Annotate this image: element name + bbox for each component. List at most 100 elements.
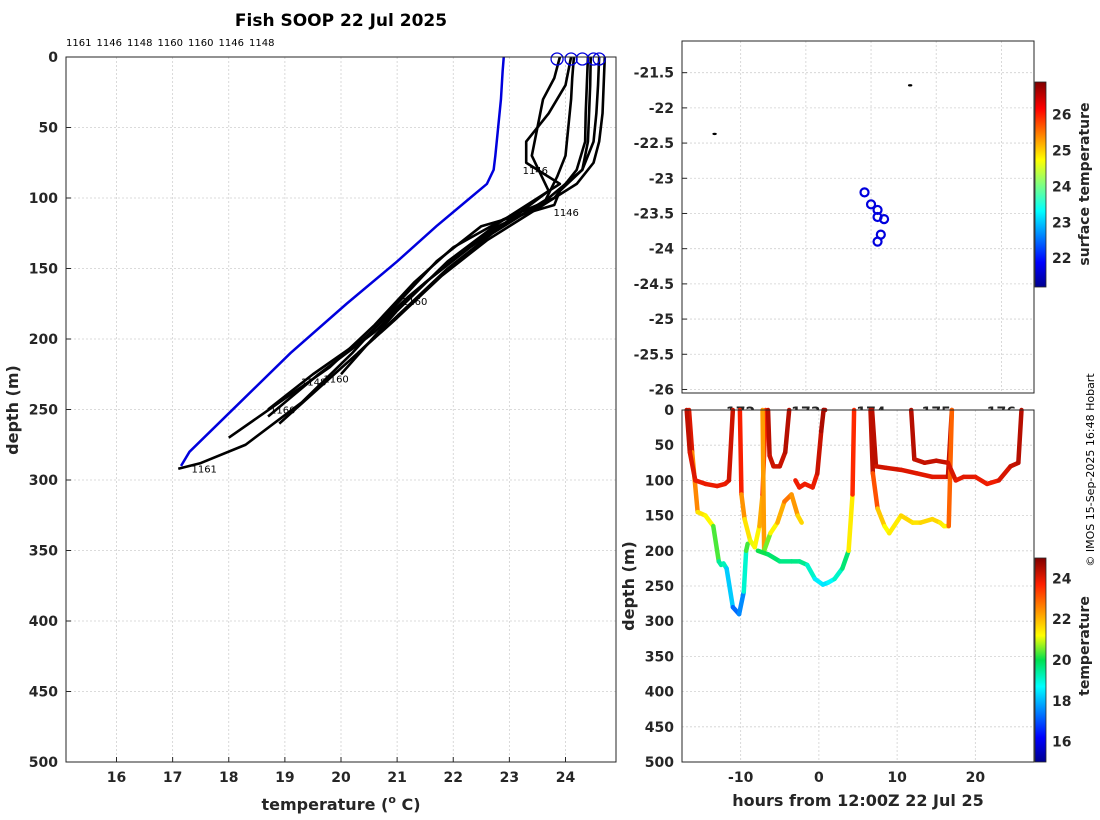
drop-track-segment <box>870 471 880 511</box>
drop-track-segment <box>743 541 750 554</box>
map-lat-tick-label: -23.5 <box>634 206 674 222</box>
drop-track-segment <box>850 407 857 497</box>
drop-track-segment <box>869 407 879 469</box>
time-y-tick-label: 350 <box>645 649 674 665</box>
drop-track-segment <box>761 530 773 554</box>
drop-track-segment <box>815 428 824 476</box>
top-profile-label: 1148 <box>127 38 152 49</box>
surface-marker <box>592 52 606 66</box>
profile-y-tick-label: 200 <box>29 332 58 348</box>
drop-location <box>865 199 877 210</box>
profile-x-tick-label: 21 <box>387 770 406 786</box>
map-lat-tick-label: -25 <box>649 312 674 328</box>
profile-x-tick-label: 18 <box>219 770 238 786</box>
profile-inline-label: 1161 <box>191 465 216 476</box>
profile-y-tick-label: 450 <box>29 685 58 701</box>
surface-colorbar-tick: 23 <box>1052 215 1071 231</box>
time-y-tick-label: 250 <box>645 579 674 595</box>
surface-temperature-colorbar <box>1034 81 1047 288</box>
profile-y-tick-label: 400 <box>29 614 58 630</box>
island-dot <box>712 132 717 136</box>
drop-track-segment <box>846 492 855 554</box>
time-y-tick-label: 400 <box>645 685 674 701</box>
credit-text: © IMOS 15-Sep-2025 16:48 Hobart <box>1084 373 1097 567</box>
profile-x-tick-label: 16 <box>107 770 126 786</box>
profile-line-1160 <box>356 56 593 355</box>
time-y-tick-label: 450 <box>645 720 674 736</box>
map-lat-tick-label: -22.5 <box>634 136 674 152</box>
map-lat-tick-label: -21.5 <box>634 66 674 82</box>
drop-track-segment <box>789 492 801 518</box>
drop-track-segment <box>724 566 736 610</box>
chart-title: Fish SOOP 22 Jul 2025 <box>235 11 447 31</box>
drop-track-segment <box>883 465 904 473</box>
drop-track-6 <box>755 407 857 587</box>
drop-track-segment <box>887 513 904 536</box>
profile-inline-label: 1146 <box>523 166 548 177</box>
drop-track-segment <box>765 407 772 459</box>
profile-x-axis-label: temperature (o C) <box>261 793 420 814</box>
surface-temperature-colorbar-label: surface temperature <box>1077 102 1093 265</box>
drop-track-segment <box>1016 407 1024 466</box>
drop-track-segment <box>741 548 749 594</box>
profile-x-tick-label: 24 <box>556 770 576 786</box>
profile-y-tick-label: 50 <box>39 121 59 137</box>
profile-x-tick-label: 20 <box>331 770 351 786</box>
drop-location <box>859 187 870 198</box>
drop-track-segment <box>684 407 693 455</box>
profile-x-tick-label: 17 <box>163 770 182 786</box>
time-y-tick-label: 150 <box>645 509 674 525</box>
drop-track-segment <box>908 407 917 462</box>
drop-track-3 <box>760 407 804 554</box>
top-profile-label: 1161 <box>66 38 91 49</box>
drop-track-segment <box>810 471 820 490</box>
drop-track-1 <box>684 407 736 489</box>
map-lat-tick-label: -26 <box>649 382 674 398</box>
profile-y-tick-label: 250 <box>29 403 58 419</box>
map-lat-tick-label: -24 <box>649 242 675 258</box>
profile-inline-label: 1160 <box>402 297 427 308</box>
drop-track-segment <box>775 499 787 525</box>
surface-marker <box>564 52 578 66</box>
drop-track-segment <box>742 516 753 543</box>
drop-track-segment <box>898 513 916 525</box>
map-panel: -21.5 -22 -22.5 -23 -23.5 -24 -24.5 -25 -25.5 -26… <box>634 40 1093 421</box>
time-y-tick-label: 500 <box>645 755 674 771</box>
profile-y-tick-label: 500 <box>29 755 58 771</box>
time-x-tick-label: 20 <box>966 770 986 786</box>
time-depth-axes-box <box>681 409 1035 763</box>
drop-track-segment <box>687 449 698 483</box>
temperature-colorbar-tick: 20 <box>1052 653 1072 669</box>
drop-track-segment <box>973 474 990 487</box>
profile-y-tick-label: 100 <box>29 191 58 207</box>
time-y-tick-label: 200 <box>645 544 674 560</box>
drop-track-segment <box>760 407 767 554</box>
drop-track-segment <box>726 407 736 483</box>
profile-line-1161 <box>177 56 601 470</box>
time-depth-x-axis-label: hours from 12:00Z 22 Jul 25 <box>732 791 983 810</box>
drop-track-segment <box>795 513 804 525</box>
time-y-tick-label: 100 <box>645 473 674 489</box>
drop-track-segment <box>711 523 722 564</box>
time-y-tick-label: 50 <box>655 438 675 454</box>
temperature-colorbar-label: temperature <box>1077 596 1093 696</box>
time-x-tick-label: 0 <box>814 770 824 786</box>
temperature-colorbar-tick: 18 <box>1052 694 1071 710</box>
profile-inline-label: 1160 <box>270 406 295 417</box>
temperature-colorbar-tick: 24 <box>1052 571 1072 587</box>
drop-track-segment <box>777 449 788 469</box>
map-lat-tick-label: -23 <box>649 171 674 187</box>
surface-marker <box>575 52 589 66</box>
drop-track-segment <box>686 407 695 455</box>
map-lat-tick-label: -24.5 <box>634 277 674 293</box>
drop-track-segment <box>737 407 744 497</box>
profile-x-tick-label: 23 <box>500 770 519 786</box>
profile-y-tick-label: 150 <box>29 262 58 278</box>
drop-track-segment <box>875 506 887 529</box>
surface-colorbar-tick: 25 <box>1052 143 1071 159</box>
profile-x-tick-label: 22 <box>444 770 463 786</box>
drop-track-segment <box>736 589 747 617</box>
drop-track-segment <box>840 548 851 571</box>
surface-marker <box>550 52 564 66</box>
